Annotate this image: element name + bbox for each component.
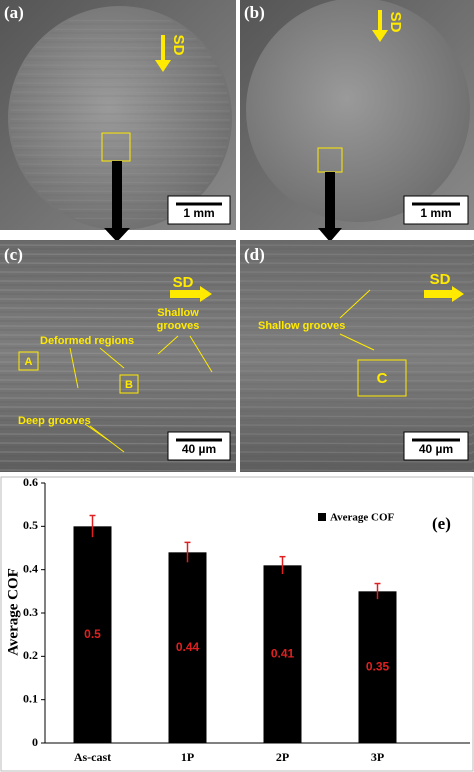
- value-label: 0.35: [366, 659, 390, 673]
- scale-bar-label: 40 µm: [182, 442, 216, 456]
- panel-label: (b): [244, 3, 265, 22]
- panel-b: 1 mm (b) SD: [240, 0, 474, 230]
- y-tick-label: 0: [32, 735, 38, 749]
- y-tick-label: 0.5: [23, 518, 38, 532]
- x-tick-label: 3P: [371, 750, 384, 764]
- x-tick-label: 2P: [276, 750, 289, 764]
- y-tick-label: 0.2: [23, 648, 38, 662]
- chart-frame: [0, 476, 474, 772]
- direction-label: SD: [430, 271, 451, 288]
- annotation: grooves: [157, 320, 200, 332]
- bar: [73, 526, 112, 743]
- bar: [358, 591, 397, 743]
- panel-c: (c) SD Deformed regions Shallow grooves …: [0, 240, 236, 472]
- direction-label: SD: [170, 35, 187, 56]
- panel-label: (d): [244, 245, 265, 264]
- value-label: 0.5: [84, 627, 101, 641]
- value-label: 0.41: [271, 646, 295, 660]
- annotation: Shallow grooves: [258, 320, 345, 332]
- legend-label: Average COF: [330, 512, 395, 524]
- legend-swatch: [318, 513, 326, 521]
- annotation: Deep grooves: [18, 415, 91, 427]
- panel-label: (a): [4, 3, 24, 22]
- y-tick-label: 0.3: [23, 605, 38, 619]
- annotation: C: [377, 370, 388, 387]
- arrow-head: [318, 228, 342, 242]
- direction-label: SD: [387, 12, 404, 33]
- scale-bar-label: 1 mm: [420, 206, 451, 220]
- annotation: A: [25, 356, 33, 368]
- y-axis-label: Average COF: [5, 568, 21, 656]
- scale-bar-label: 1 mm: [183, 206, 214, 220]
- annotation: B: [125, 379, 133, 391]
- scale-bar-label: 40 µm: [419, 442, 453, 456]
- panel-a: 1 mm (a) SD: [0, 0, 236, 230]
- y-tick-label: 0.4: [23, 561, 38, 575]
- chart: 0 0.1 0.2 0.3 0.4 0.5 0.6 As-cast 0.5 1P 0.44 2P 0.4…: [23, 475, 470, 764]
- arrow-head: [104, 228, 130, 242]
- x-tick-label: As-cast: [74, 750, 111, 764]
- annotation: Shallow: [157, 307, 199, 319]
- annotation: Deformed regions: [40, 335, 134, 347]
- value-label: 0.44: [176, 640, 200, 654]
- bar: [168, 552, 207, 743]
- panel-label: (e): [432, 514, 451, 533]
- direction-label: SD: [173, 274, 194, 291]
- panel-d: (d) SD Shallow grooves C 40 µm: [240, 240, 474, 472]
- panel-label: (c): [4, 245, 23, 264]
- x-tick-label: 1P: [181, 750, 194, 764]
- bar: [263, 565, 302, 743]
- y-tick-label: 0.6: [23, 475, 38, 489]
- y-tick-label: 0.1: [23, 691, 38, 705]
